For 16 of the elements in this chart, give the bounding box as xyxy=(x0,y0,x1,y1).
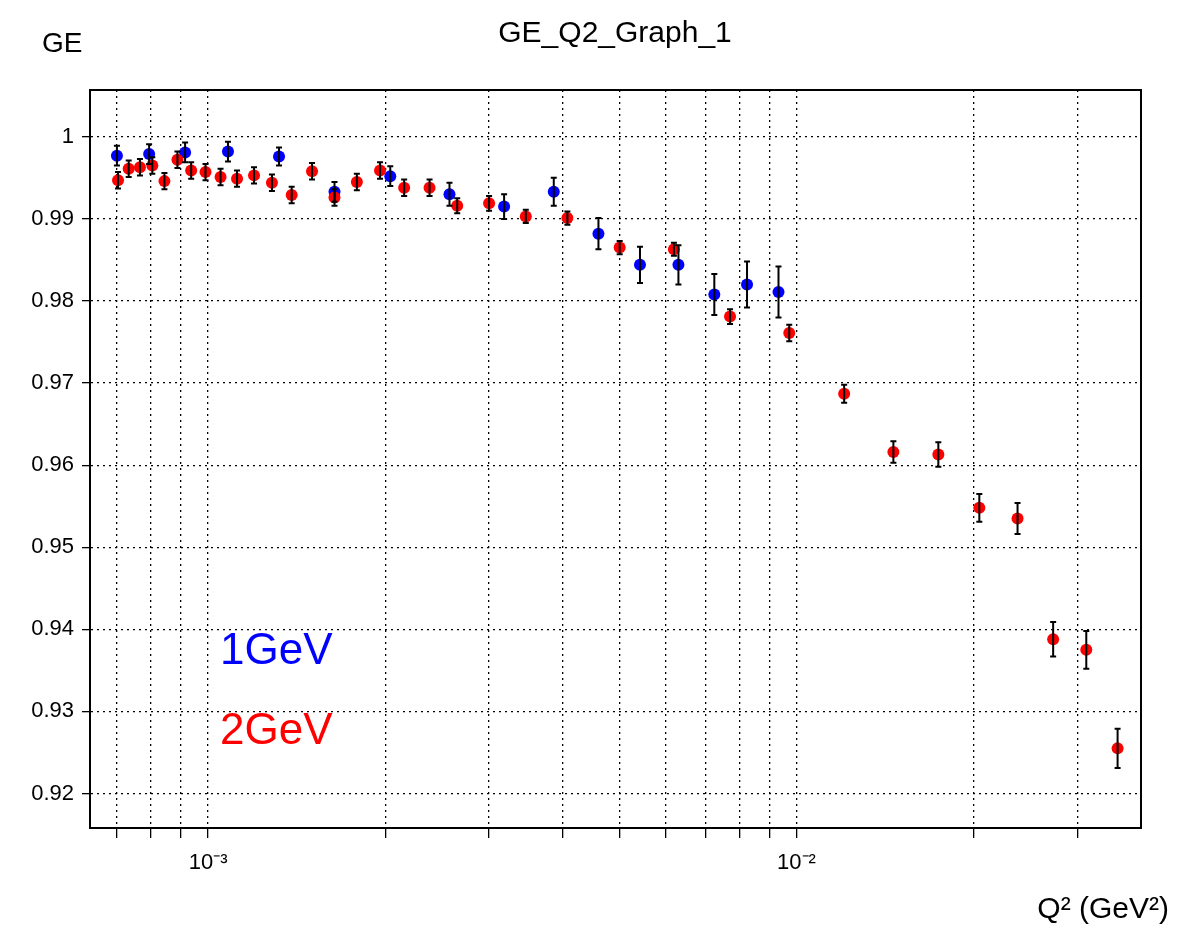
y-axis-title: GE xyxy=(42,27,83,58)
y-tick-label: 0.94 xyxy=(31,615,74,641)
text: 1GeV xyxy=(220,624,334,673)
y-tick-label: 0.92 xyxy=(31,779,74,805)
x-tick-label: 10⁻² xyxy=(777,849,816,875)
y-tick-label: 0.97 xyxy=(31,369,74,395)
chart-title: GE_Q2_Graph_1 xyxy=(498,15,732,48)
x-axis-title: Q² (GeV²) xyxy=(1037,891,1169,924)
y-tick-label: 0.98 xyxy=(31,287,74,313)
y-tick-label: 0.95 xyxy=(31,533,74,559)
y-tick-label: 1 xyxy=(61,122,74,148)
x-tick-label: 10⁻³ xyxy=(188,849,228,875)
y-tick-label: 0.93 xyxy=(31,697,74,723)
text: 2GeV xyxy=(220,704,334,753)
y-tick-label: 0.96 xyxy=(31,451,74,477)
y-tick-label: 0.99 xyxy=(31,204,74,230)
